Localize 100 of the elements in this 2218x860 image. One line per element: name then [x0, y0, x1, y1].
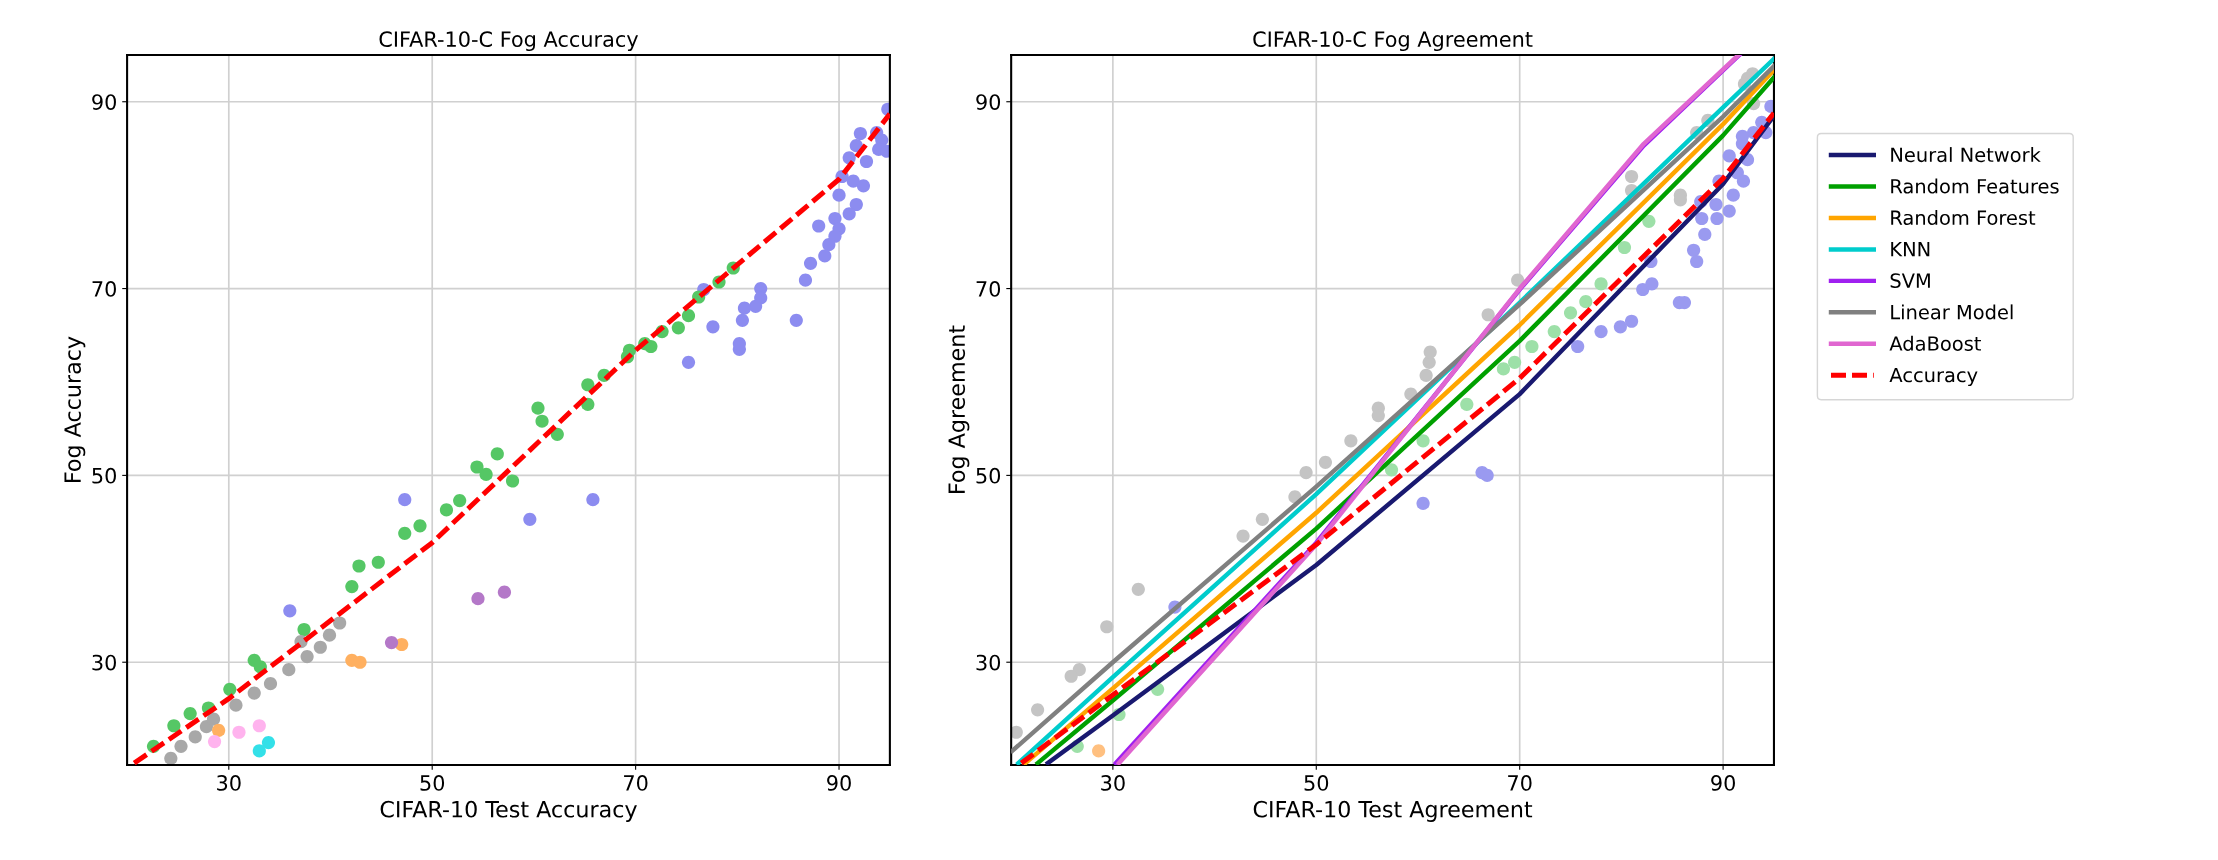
point — [252, 744, 266, 758]
point — [1525, 339, 1539, 354]
point — [497, 585, 512, 599]
point — [1726, 188, 1740, 202]
point — [300, 650, 314, 664]
point — [212, 723, 226, 737]
point — [1100, 620, 1114, 634]
point — [531, 401, 545, 415]
point — [1416, 496, 1430, 510]
point — [1092, 744, 1106, 758]
point — [581, 378, 595, 392]
point — [1594, 324, 1608, 339]
point — [822, 238, 836, 252]
point — [803, 256, 818, 270]
point — [490, 447, 504, 461]
point — [1511, 273, 1525, 287]
point — [681, 309, 696, 323]
y-tick-label: 30 — [92, 654, 116, 671]
point — [206, 712, 221, 726]
legend-label: Neural Network — [1891, 147, 2041, 163]
legend-label: Accuracy — [1889, 367, 1978, 387]
point — [535, 414, 549, 428]
point — [1255, 512, 1269, 526]
y-tick-label: 70 — [976, 281, 1001, 297]
chart-title: CIFAR-10-C Fog Accuracy — [379, 31, 639, 52]
x-axis-title: CIFAR-10 Test Agreement — [1253, 800, 1533, 822]
point — [1423, 345, 1437, 359]
point — [345, 579, 359, 594]
point — [681, 355, 696, 369]
point — [1031, 703, 1045, 717]
point — [207, 735, 222, 749]
point — [398, 493, 412, 507]
point — [174, 739, 188, 753]
point — [1419, 368, 1433, 383]
point — [333, 616, 347, 630]
x-tick-label: 30 — [217, 775, 241, 791]
legend-label: AdaBoost — [1889, 335, 1981, 351]
point — [252, 719, 266, 733]
x-tick-label: 90 — [1711, 775, 1735, 791]
point — [1011, 725, 1023, 739]
point — [1722, 204, 1736, 218]
point — [1547, 324, 1561, 339]
point — [1299, 466, 1313, 480]
point — [188, 730, 202, 744]
point — [263, 677, 278, 691]
point — [832, 188, 846, 202]
y-tick-label: 90 — [92, 94, 116, 110]
point — [1416, 434, 1430, 448]
point — [550, 427, 564, 441]
point — [1709, 197, 1723, 212]
point — [1508, 355, 1522, 369]
point — [523, 512, 537, 526]
point — [1617, 240, 1632, 255]
point — [859, 154, 874, 169]
x-tick-label: 50 — [420, 775, 445, 791]
point — [1460, 397, 1474, 411]
point — [164, 751, 178, 765]
legend-label: KNN — [1891, 242, 1930, 257]
point — [384, 636, 399, 650]
point — [1131, 582, 1145, 596]
point — [1384, 463, 1399, 477]
point — [1594, 277, 1608, 291]
legend-label: SVM — [1890, 273, 1930, 288]
point — [1481, 308, 1495, 322]
point — [1624, 169, 1639, 184]
y-axis-title: Fog Accuracy — [64, 336, 86, 482]
point — [261, 735, 276, 750]
point — [671, 321, 685, 335]
point — [1064, 669, 1078, 683]
point — [1645, 277, 1659, 291]
point — [282, 663, 296, 677]
point — [183, 707, 197, 721]
point — [479, 467, 493, 482]
point — [1480, 468, 1494, 482]
point — [167, 719, 181, 733]
point — [1642, 214, 1656, 228]
point — [812, 219, 826, 233]
x-tick-label: 30 — [1101, 775, 1125, 791]
point — [856, 179, 871, 193]
y-tick-label: 50 — [92, 467, 116, 484]
legend-label: Linear Model — [1891, 304, 2013, 320]
point — [1736, 174, 1751, 188]
point — [1636, 282, 1650, 297]
point — [1236, 529, 1250, 543]
point — [353, 655, 367, 669]
point — [453, 494, 467, 508]
point — [247, 686, 261, 700]
point — [1690, 254, 1704, 269]
point — [853, 126, 867, 141]
point — [1344, 434, 1358, 448]
point — [371, 555, 385, 569]
point — [1624, 314, 1639, 328]
point — [439, 503, 454, 517]
point — [737, 301, 752, 315]
point — [313, 640, 327, 654]
point — [398, 526, 412, 540]
y-tick-label: 70 — [92, 281, 116, 297]
point — [1695, 211, 1709, 226]
point — [849, 197, 863, 212]
point — [232, 725, 246, 739]
